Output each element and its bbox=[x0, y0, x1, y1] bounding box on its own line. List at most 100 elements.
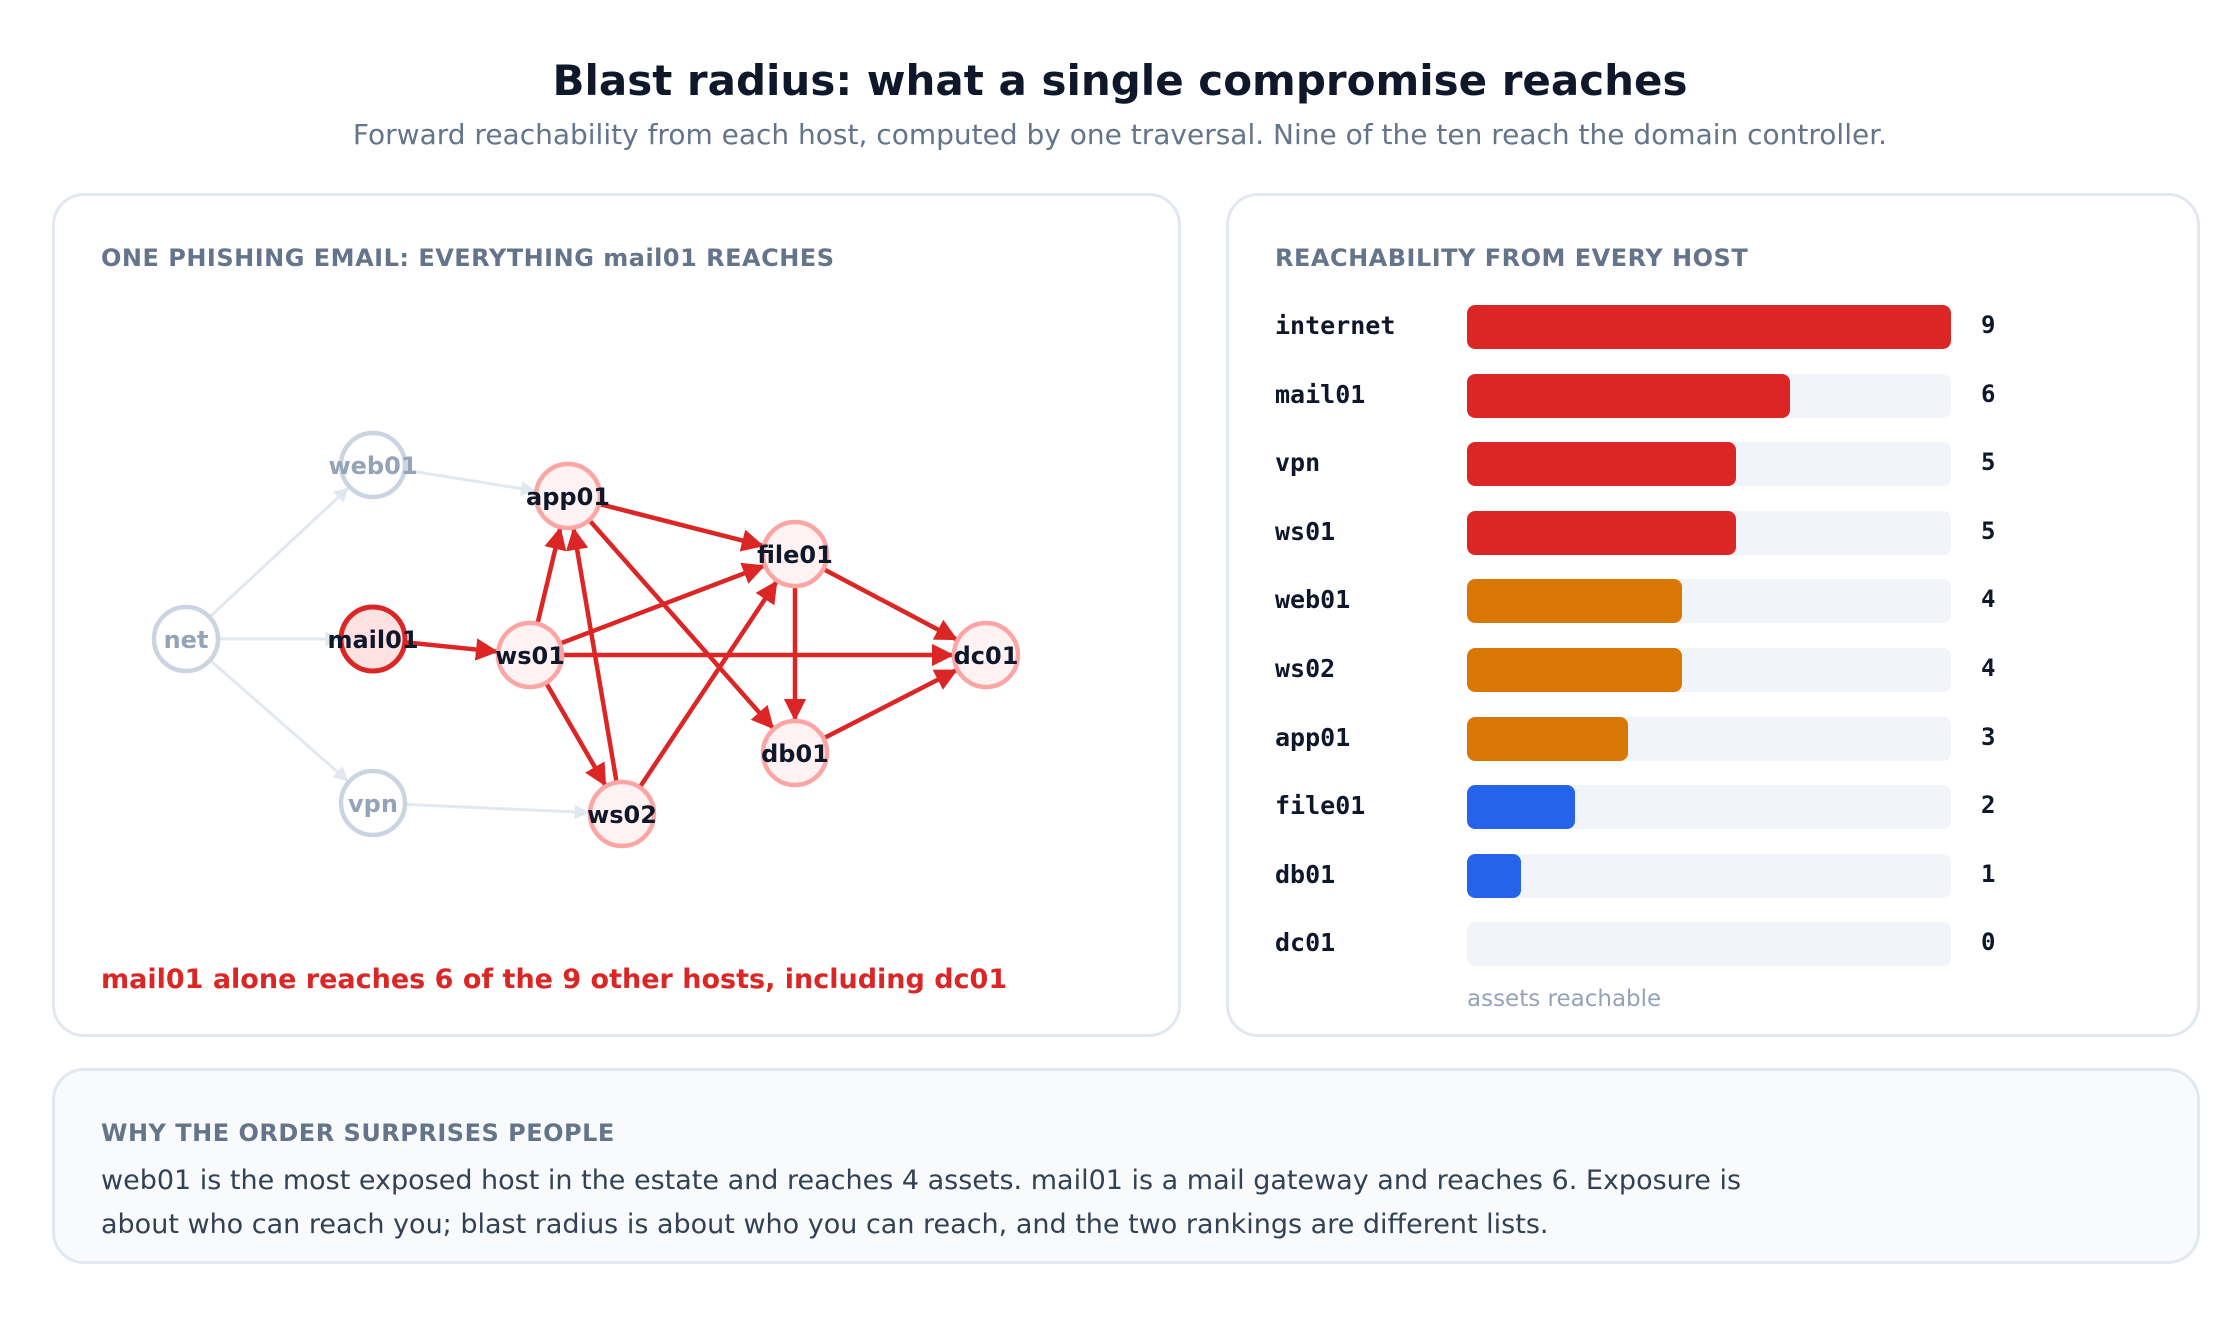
bar-label: ws01 bbox=[1275, 516, 1336, 546]
node-app01: app01 bbox=[526, 461, 610, 531]
bar-track bbox=[1467, 648, 1951, 692]
reachability-panel: REACHABILITY FROM EVERY HOST internet 9 ma… bbox=[1226, 193, 2200, 1037]
bar-track bbox=[1467, 579, 1951, 624]
bar-row-app01: app01 3 bbox=[1229, 716, 2203, 761]
node-label-file01: file01 bbox=[757, 541, 833, 569]
edge-ws02-app01 bbox=[565, 527, 619, 785]
node-label-db01: db01 bbox=[761, 740, 829, 768]
edge-web01-app01 bbox=[403, 468, 536, 496]
bar-track bbox=[1467, 716, 1951, 761]
bar-fill bbox=[1467, 579, 1683, 624]
bar-row-mail01: mail01 6 bbox=[1229, 373, 2203, 418]
note-heading: WHY THE ORDER SURPRISES PEOPLE bbox=[101, 1119, 615, 1147]
edge-ws01-app01 bbox=[535, 526, 567, 627]
node-dc01: dc01 bbox=[951, 620, 1021, 690]
bar-label: mail01 bbox=[1275, 379, 1366, 409]
bar-fill bbox=[1467, 716, 1629, 761]
node-ws02: ws02 bbox=[587, 779, 657, 849]
edge-ws02-file01 bbox=[637, 580, 779, 790]
bar-track bbox=[1467, 922, 1951, 967]
edge-mail01-ws01 bbox=[402, 638, 499, 661]
node-label-web01: web01 bbox=[328, 452, 417, 480]
bar-row-ws01: ws01 5 bbox=[1229, 510, 2203, 555]
bar-value: 1 bbox=[1981, 859, 1996, 888]
page-subtitle: Forward reachability from each host, com… bbox=[352, 118, 1888, 151]
node-db01: db01 bbox=[760, 718, 830, 788]
edge-ws01-ws02 bbox=[543, 680, 608, 787]
node-circle-net bbox=[151, 604, 221, 674]
network-graph: net web01 vpn mail01 app01 ws01 ws02 file01 db01… bbox=[151, 430, 1021, 849]
edge-net-web01 bbox=[207, 486, 350, 619]
axis-caption: assets reachable bbox=[1467, 986, 1662, 1012]
bar-value: 3 bbox=[1981, 722, 1996, 751]
node-ws01: ws01 bbox=[495, 620, 565, 690]
node-label-app01: app01 bbox=[526, 483, 610, 511]
note-text: web01 is the most exposed host in the es… bbox=[101, 1165, 1742, 1240]
bar-label: dc01 bbox=[1275, 928, 1336, 958]
bar-track bbox=[1467, 853, 1951, 898]
reachability-panel-heading: REACHABILITY FROM EVERY HOST bbox=[1275, 244, 1749, 272]
node-circle-file01 bbox=[760, 519, 830, 589]
edge-db01-dc01 bbox=[821, 668, 958, 741]
bar-row-internet: internet 9 bbox=[1229, 305, 2203, 349]
bar-fill bbox=[1467, 853, 1521, 898]
node-circle-mail01 bbox=[338, 604, 408, 674]
bar-value: 4 bbox=[1981, 585, 1996, 614]
bar-fill bbox=[1467, 648, 1683, 692]
bar-value: 5 bbox=[1981, 516, 1996, 545]
edge-vpn-ws02 bbox=[403, 802, 590, 820]
graph-caption: mail01 alone reaches 6 of the 9 other ho… bbox=[101, 964, 1008, 995]
node-vpn: vpn bbox=[338, 768, 408, 838]
bar-value: 9 bbox=[1981, 311, 1996, 339]
bar-label: app01 bbox=[1275, 722, 1351, 752]
node-circle-ws01 bbox=[495, 620, 565, 690]
bar-track bbox=[1467, 510, 1951, 555]
bar-fill bbox=[1467, 305, 1951, 349]
node-label-ws01: ws01 bbox=[495, 642, 565, 670]
bar-label: internet bbox=[1275, 311, 1396, 340]
bar-value: 0 bbox=[1981, 928, 1996, 957]
node-label-net: net bbox=[164, 626, 209, 654]
note-panel: WHY THE ORDER SURPRISES PEOPLE web01 is … bbox=[52, 1068, 2200, 1264]
node-label-ws02: ws02 bbox=[587, 801, 657, 829]
bar-row-file01: file01 2 bbox=[1229, 785, 2203, 830]
edge-app01-file01 bbox=[596, 501, 765, 552]
node-circle-app01 bbox=[533, 461, 603, 531]
bar-track bbox=[1467, 373, 1951, 418]
node-circle-web01 bbox=[338, 430, 408, 500]
edge-file01-dc01 bbox=[821, 566, 959, 642]
bar-fill bbox=[1467, 442, 1736, 487]
node-circle-db01 bbox=[760, 718, 830, 788]
bar-label: vpn bbox=[1275, 448, 1321, 478]
node-label-dc01: dc01 bbox=[954, 642, 1019, 670]
node-net: net bbox=[151, 604, 221, 674]
bar-label: db01 bbox=[1275, 859, 1336, 889]
graph-panel: ONE PHISHING EMAIL: EVERYTHING mail01 RE… bbox=[52, 193, 1181, 1037]
bar-fill bbox=[1467, 510, 1736, 555]
bar-value: 4 bbox=[1981, 654, 1996, 682]
node-label-vpn: vpn bbox=[348, 790, 398, 818]
node-circle-vpn bbox=[338, 768, 408, 838]
node-file01: file01 bbox=[757, 519, 833, 589]
node-circle-ws02 bbox=[587, 779, 657, 849]
node-circle-dc01 bbox=[951, 620, 1021, 690]
bar-row-db01: db01 1 bbox=[1229, 853, 2203, 898]
node-web01: web01 bbox=[328, 430, 418, 500]
bar-label: web01 bbox=[1275, 585, 1351, 615]
page-title: Blast radius: what a single compromise r… bbox=[552, 56, 1688, 105]
edge-net-vpn bbox=[208, 658, 349, 783]
bar-fill bbox=[1467, 785, 1575, 830]
bar-row-vpn: vpn 5 bbox=[1229, 442, 2203, 487]
edge-app01-db01 bbox=[586, 517, 775, 730]
bar-fill bbox=[1467, 373, 1790, 418]
bar-label: ws02 bbox=[1275, 654, 1336, 683]
bar-value: 6 bbox=[1981, 379, 1996, 408]
bar-value: 5 bbox=[1981, 448, 1996, 477]
bar-row-ws02: ws02 4 bbox=[1229, 648, 2203, 692]
graph-panel-heading: ONE PHISHING EMAIL: EVERYTHING mail01 RE… bbox=[101, 244, 835, 272]
bar-row-dc01: dc01 0 bbox=[1229, 922, 2203, 967]
bar-track bbox=[1467, 305, 1951, 349]
node-mail01: mail01 bbox=[327, 604, 419, 674]
bar-track bbox=[1467, 785, 1951, 830]
bar-value: 2 bbox=[1981, 791, 1996, 820]
